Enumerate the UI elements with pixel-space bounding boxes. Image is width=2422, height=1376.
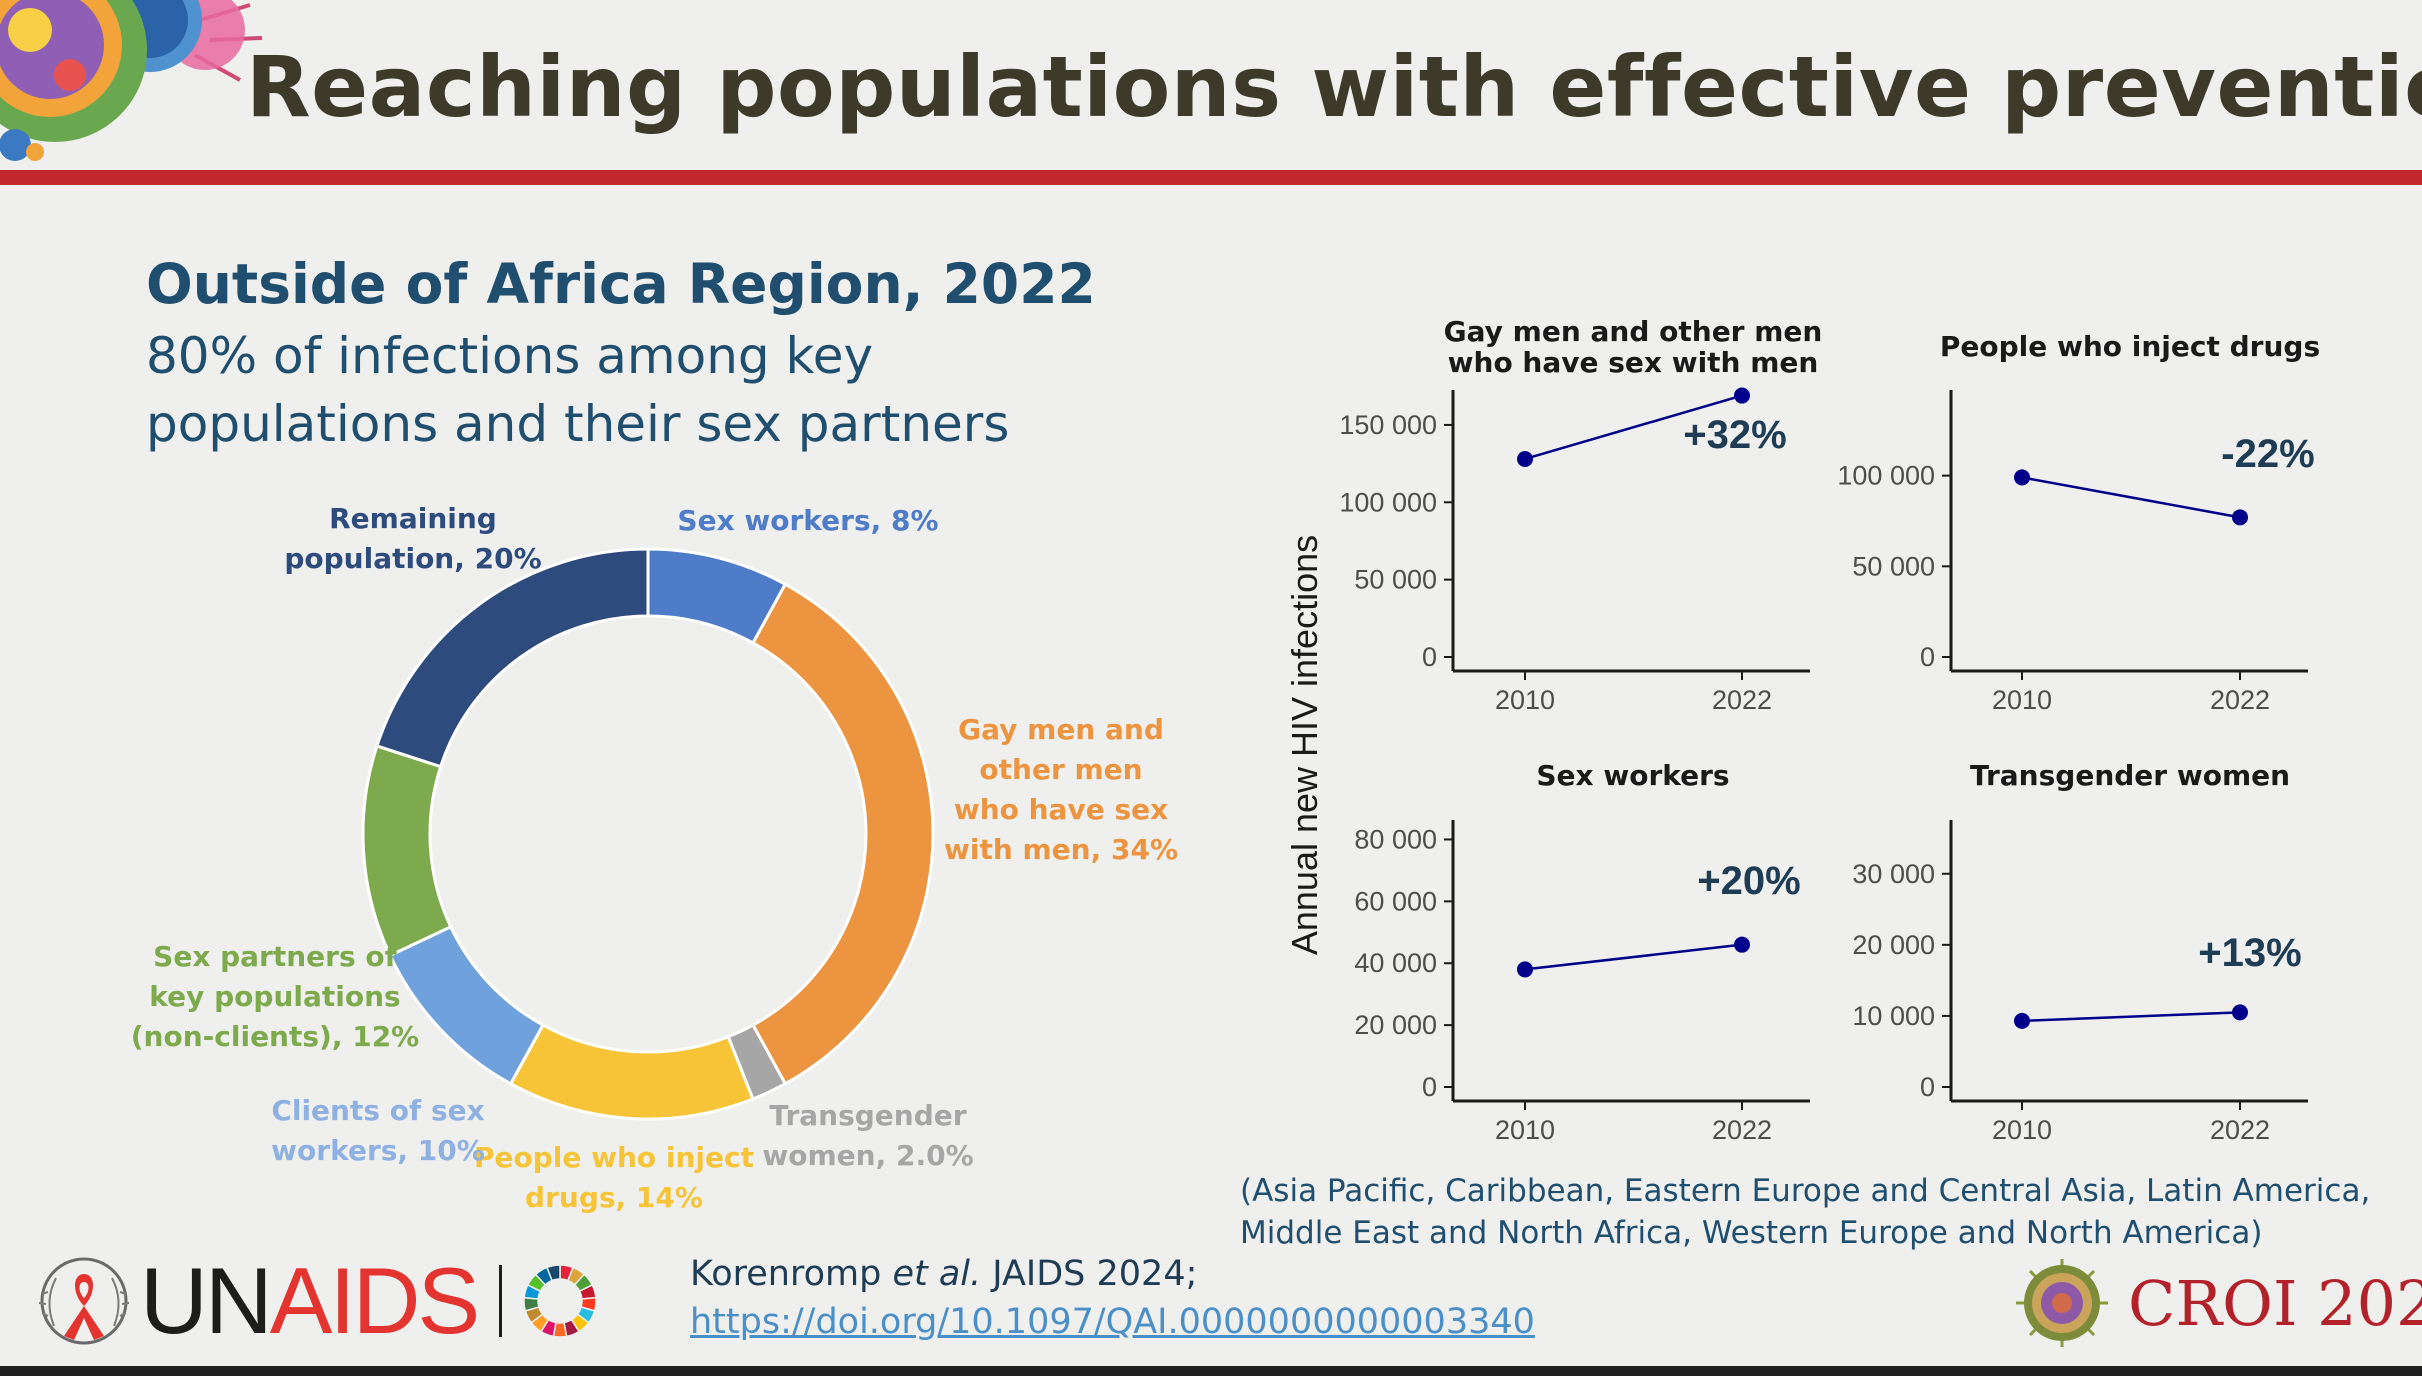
sdg-segment [546,1264,561,1282]
data-point-2010 [1517,450,1533,467]
croi-virus-icon [2016,1259,2108,1347]
y-tick-label: 40 000 [1354,948,1437,978]
donut-label-sex-workers: Sex workers, 8% [677,504,939,537]
panel-sex-workers: 0 20 000 40 000 60 000 80 000 2010 2022 +20% [1354,820,1810,1145]
y-tick-label: 60 000 [1354,886,1437,916]
regions-note: (Asia Pacific, Caribbean, Eastern Europe… [1240,1173,2371,1251]
y-tick-label: 10 000 [1852,1001,1935,1031]
donut-slice-remaining-population [375,547,650,769]
y-tick-label: 0 [1920,642,1935,672]
y-tick-label: 0 [1422,642,1437,672]
red-ribbon-icon [38,1257,130,1345]
y-tick-label: 100 000 [1339,487,1437,517]
series-line [1524,943,1743,971]
donut-label-remaining: Remaining population, 20% [284,502,542,575]
data-point-2022 [1734,936,1750,953]
unaids-aids: AIDS [269,1248,480,1353]
citation-doi-link[interactable]: https://doi.org/10.1097/QAI.000000000000… [690,1302,1535,1342]
x-tick-label: 2010 [1992,1115,2052,1145]
y-tick-label: 30 000 [1852,859,1935,889]
data-point-2010 [1517,961,1533,978]
y-tick-label: 0 [1422,1072,1437,1102]
data-point-2022 [1734,387,1750,404]
bottom-bar [0,1366,2422,1376]
series-line [2021,476,2241,519]
panel-transgender-women: 0 10 000 20 000 30 000 2010 2022 +13% [1852,820,2308,1145]
x-tick-label: 2022 [2210,1115,2270,1145]
change-label: +20% [1697,859,1800,903]
croi-wordmark: CROI 2025 [2128,1266,2422,1340]
change-label: +13% [2198,931,2301,975]
panel-title-sex-workers: Sex workers [1536,759,1730,792]
slide-title: Reaching populations with effective prev… [246,38,2422,136]
croi-logo: CROI 2025 [2010,1258,2422,1348]
x-tick-label: 2010 [1495,1115,1555,1145]
citation-etal: et al. [892,1254,982,1294]
panel-title-pwid: People who inject drugs [1939,330,2321,363]
series-line [2021,1011,2241,1023]
sdg-wheel-icon [523,1264,597,1338]
donut-label-msm: Gay men and other men who have sex with … [943,713,1179,866]
donut-label-sex-partners: Sex partners of key populations (non-cli… [130,940,420,1053]
y-tick-label: 20 000 [1852,930,1935,960]
y-tick-label: 20 000 [1354,1010,1437,1040]
donut-slice-gay-men-and-other-men-who-have-sex-with-men [750,582,935,1086]
chart-subtitle: Outside of Africa Region, 2022 [146,252,1096,316]
virus-cluster-icon [0,0,263,161]
change-label: -22% [2221,432,2314,476]
x-tick-label: 2010 [1992,685,2052,715]
unaids-logo: UNAIDS [34,1254,600,1348]
x-tick-label: 2022 [1712,685,1772,715]
panel-title-transgender-women: Transgender women [1969,759,2291,792]
citation: Korenromp et al. JAIDS 2024; https://doi… [690,1250,1535,1346]
unaids-un: UN [140,1248,273,1353]
data-point-2022 [2232,1004,2248,1021]
citation-journal: JAIDS 2024; [981,1254,1198,1294]
data-point-2010 [2014,469,2030,486]
x-tick-label: 2010 [1495,685,1555,715]
y-tick-label: 50 000 [1852,551,1935,581]
change-label: +32% [1683,413,1786,457]
y-tick-label: 0 [1920,1072,1935,1102]
panel-msm: 0 50 000 100 000 150 000 2010 2022 +32% [1339,387,1810,715]
logo-divider [499,1265,503,1337]
x-tick-label: 2022 [1712,1115,1772,1145]
donut-label-clients: Clients of sex workers, 10% [271,1094,485,1167]
chart-lede: 80% of infections among key populations … [146,327,1010,453]
y-tick-label: 80 000 [1354,824,1437,854]
citation-author: Korenromp [690,1254,893,1294]
panel-title-msm: Gay men and other men who have sex with … [1443,315,1823,379]
y-tick-label: 50 000 [1354,565,1437,595]
data-point-2022 [2232,509,2248,526]
donut-label-transgender-women: Transgender women, 2.0% [762,1099,974,1172]
panel-pwid: 0 50 000 100 000 2010 2022 -22% [1837,390,2315,715]
unaids-wordmark: UNAIDS [140,1254,480,1348]
y-tick-label: 100 000 [1837,461,1935,491]
x-tick-label: 2022 [2210,685,2270,715]
y-tick-label: 150 000 [1339,410,1437,440]
title-divider [0,170,2422,185]
series-line [1524,394,1743,461]
data-point-2010 [2014,1012,2030,1029]
donut-label-pwid: People who inject drugs, 14% [473,1141,755,1214]
